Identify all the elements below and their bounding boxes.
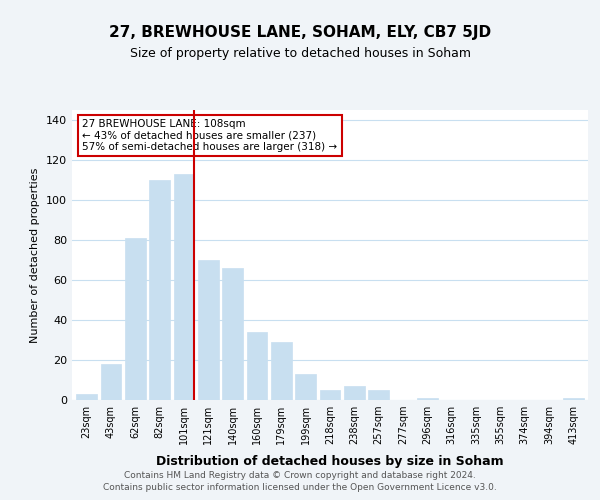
Bar (125, 238, 146, 400)
Text: 27, BREWHOUSE LANE, SOHAM, ELY, CB7 5JD: 27, BREWHOUSE LANE, SOHAM, ELY, CB7 5JD (109, 25, 491, 40)
Bar (149, 180, 170, 400)
Bar (417, 398, 438, 400)
Text: 27 BREWHOUSE LANE: 108sqm
← 43% of detached houses are smaller (237)
57% of semi: 27 BREWHOUSE LANE: 108sqm ← 43% of detac… (82, 118, 337, 152)
Text: Contains HM Land Registry data © Crown copyright and database right 2024.: Contains HM Land Registry data © Crown c… (124, 471, 476, 480)
Bar (76, 394, 97, 400)
X-axis label: Distribution of detached houses by size in Soham: Distribution of detached houses by size … (156, 456, 504, 468)
Bar (295, 374, 316, 400)
Bar (101, 364, 121, 400)
Bar (368, 390, 389, 400)
Bar (563, 398, 584, 400)
Bar (173, 174, 194, 400)
Bar (271, 342, 292, 400)
Bar (198, 260, 218, 400)
Bar (344, 386, 365, 400)
Text: Contains public sector information licensed under the Open Government Licence v3: Contains public sector information licen… (103, 484, 497, 492)
Y-axis label: Number of detached properties: Number of detached properties (31, 168, 40, 342)
Bar (320, 390, 340, 400)
Bar (222, 268, 243, 400)
Text: Size of property relative to detached houses in Soham: Size of property relative to detached ho… (130, 48, 470, 60)
Bar (247, 332, 268, 400)
